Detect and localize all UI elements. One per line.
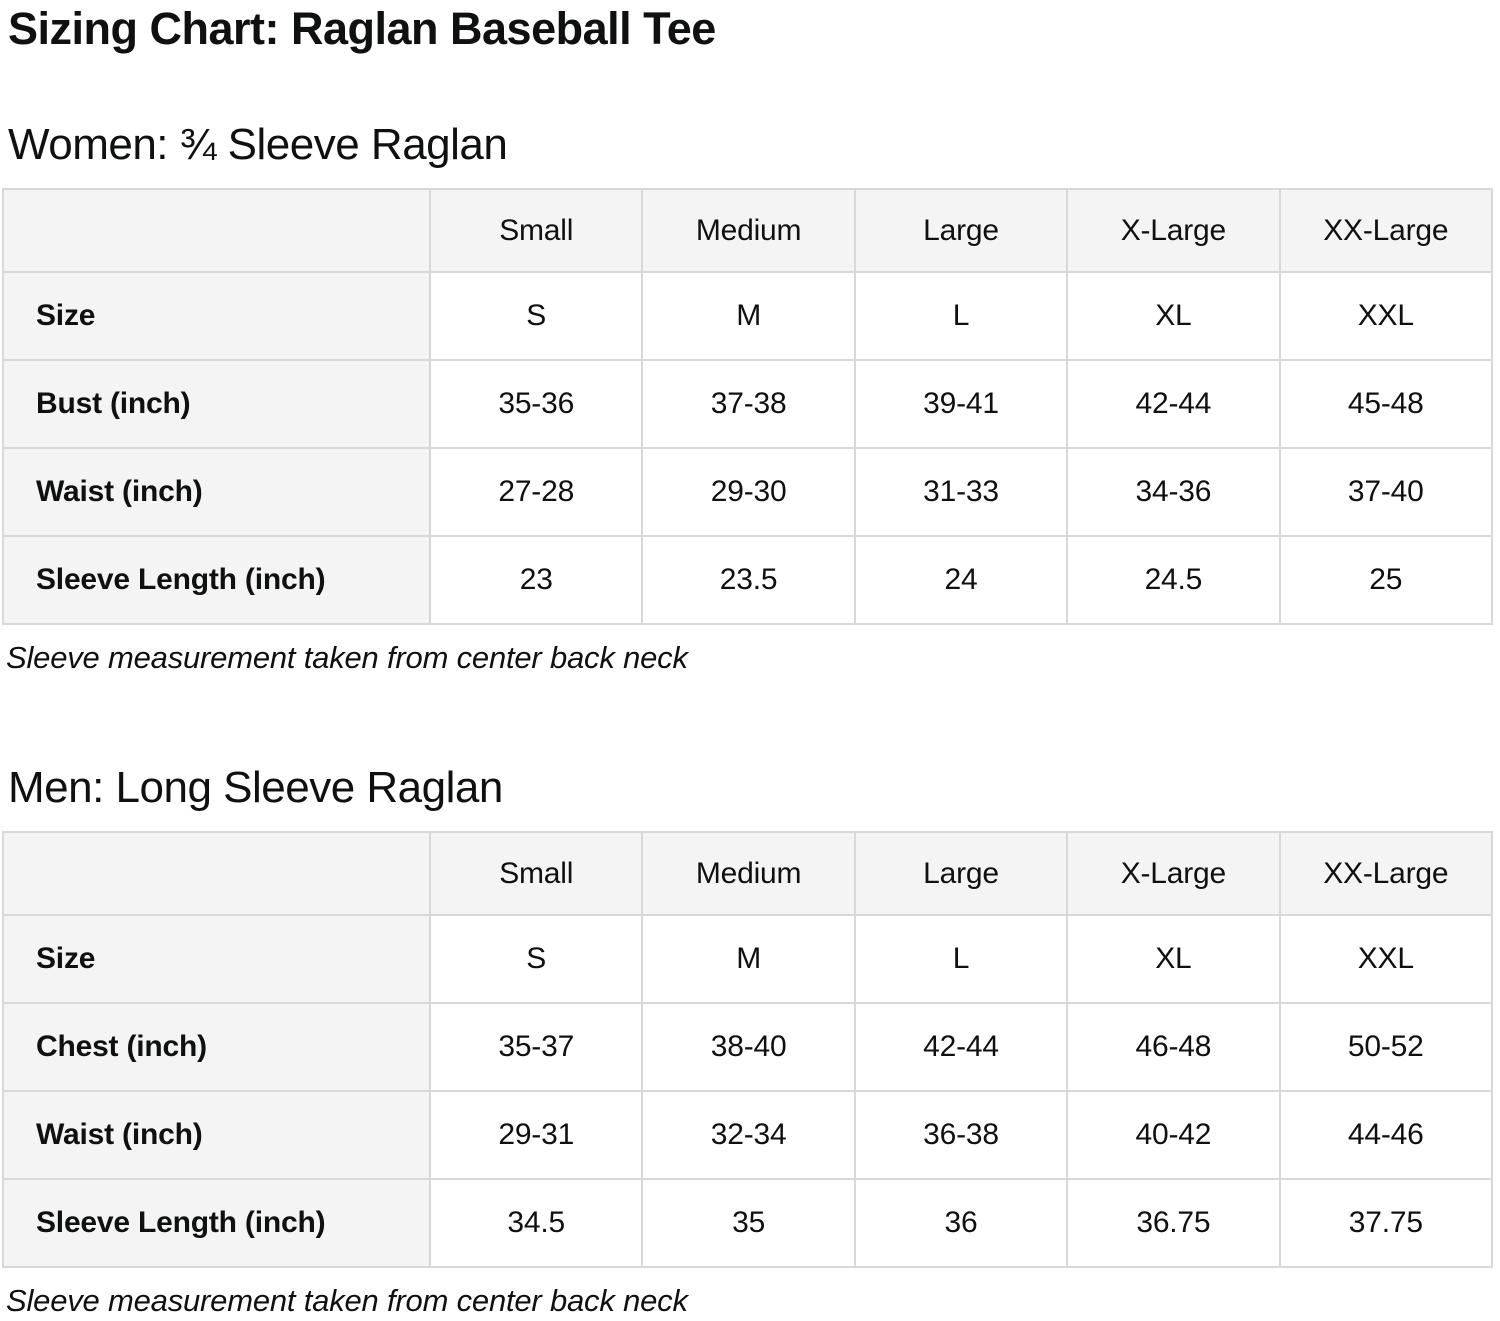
table-cell: L [853,914,1069,1004]
table-cell: XXL [1278,271,1494,361]
table-cell: 34-36 [1066,447,1281,537]
men-size-table: Small Medium Large X-Large XX-Large Size… [2,831,1494,1268]
section-women: Women: ¾ Sleeve Raglan Small Medium Larg… [0,119,1500,678]
women-row-label-size: Size [2,271,431,361]
table-cell: 46-48 [1066,1002,1281,1092]
men-row-label-waist: Waist (inch) [2,1090,431,1180]
table-cell: M [641,914,856,1004]
women-row-label-sleeve-length: Sleeve Length (inch) [2,535,431,625]
sleeve-note-men: Sleeve measurement taken from center bac… [6,1283,688,1318]
table-cell: 24 [853,535,1069,625]
table-cell: XL [1066,914,1281,1004]
table-cell: XL [1066,271,1281,361]
men-row-label-chest: Chest (inch) [2,1002,431,1092]
men-row-label-sleeve-length: Sleeve Length (inch) [2,1178,431,1268]
men-row-size: Size S M L XL XXL [2,914,1494,1004]
women-row-label-bust: Bust (inch) [2,359,431,449]
table-cell: 42-44 [853,1002,1069,1092]
table-cell: S [428,271,644,361]
women-row-bust: Bust (inch) 35-36 37-38 39-41 42-44 45-4… [2,359,1494,449]
women-header-cell-blank [2,188,431,273]
women-header-row: Small Medium Large X-Large XX-Large [2,188,1494,273]
table-cell: 40-42 [1066,1090,1281,1180]
table-cell: 36-38 [853,1090,1069,1180]
women-header-cell-xlarge: X-Large [1066,188,1281,273]
women-row-sleeve-length: Sleeve Length (inch) 23 23.5 24 24.5 25 [2,535,1494,625]
men-header-row: Small Medium Large X-Large XX-Large [2,831,1494,916]
table-cell: 42-44 [1066,359,1281,449]
women-header-cell-small: Small [428,188,644,273]
table-cell: 27-28 [428,447,644,537]
women-row-label-waist: Waist (inch) [2,447,431,537]
women-header-cell-xxlarge: XX-Large [1278,188,1494,273]
table-cell: XXL [1278,914,1494,1004]
table-cell: 36 [853,1178,1069,1268]
table-cell: 34.5 [428,1178,644,1268]
table-cell: 45-48 [1278,359,1494,449]
table-cell: 23.5 [641,535,856,625]
table-cell: 32-34 [641,1090,856,1180]
table-cell: 36.75 [1066,1178,1281,1268]
table-cell: 37.75 [1278,1178,1494,1268]
table-cell: 35-37 [428,1002,644,1092]
men-header-cell-xxlarge: XX-Large [1278,831,1494,916]
table-cell: 24.5 [1066,535,1281,625]
men-row-label-size: Size [2,914,431,1004]
table-cell: 50-52 [1278,1002,1494,1092]
table-cell: 31-33 [853,447,1069,537]
men-row-chest: Chest (inch) 35-37 38-40 42-44 46-48 50-… [2,1002,1494,1092]
table-cell: 29-30 [641,447,856,537]
table-cell: 35 [641,1178,856,1268]
table-cell: 25 [1278,535,1494,625]
men-header-cell-large: Large [853,831,1069,916]
section-heading-men: Men: Long Sleeve Raglan [8,763,503,812]
women-row-size: Size S M L XL XXL [2,271,1494,361]
table-cell: S [428,914,644,1004]
sleeve-note-women: Sleeve measurement taken from center bac… [6,640,688,675]
men-row-sleeve-length: Sleeve Length (inch) 34.5 35 36 36.75 37… [2,1178,1494,1268]
table-cell: 29-31 [428,1090,644,1180]
women-header-cell-medium: Medium [641,188,856,273]
table-cell: 44-46 [1278,1090,1494,1180]
table-cell: 38-40 [641,1002,856,1092]
page-title: Sizing Chart: Raglan Baseball Tee [8,3,716,54]
table-cell: 35-36 [428,359,644,449]
table-cell: 23 [428,535,644,625]
men-row-waist: Waist (inch) 29-31 32-34 36-38 40-42 44-… [2,1090,1494,1180]
women-size-table: Small Medium Large X-Large XX-Large Size… [2,188,1494,625]
women-row-waist: Waist (inch) 27-28 29-30 31-33 34-36 37-… [2,447,1494,537]
men-header-cell-small: Small [428,831,644,916]
table-cell: 39-41 [853,359,1069,449]
section-heading-women: Women: ¾ Sleeve Raglan [8,120,508,169]
table-cell: M [641,271,856,361]
table-cell: L [853,271,1069,361]
table-cell: 37-38 [641,359,856,449]
table-cell: 37-40 [1278,447,1494,537]
section-men: Men: Long Sleeve Raglan Small Medium Lar… [0,762,1500,1321]
men-header-cell-xlarge: X-Large [1066,831,1281,916]
men-header-cell-medium: Medium [641,831,856,916]
men-header-cell-blank [2,831,431,916]
women-header-cell-large: Large [853,188,1069,273]
